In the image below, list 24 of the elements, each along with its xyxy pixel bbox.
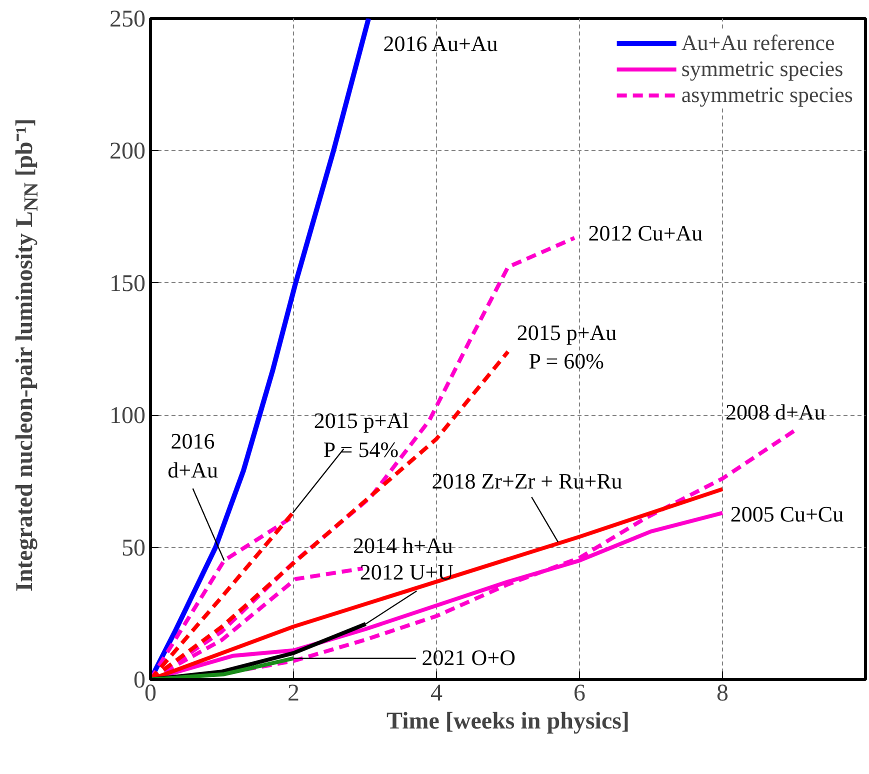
annotation: 2015 p+Al P = 54%	[314, 408, 409, 462]
y-tick-label: 50	[122, 535, 146, 562]
annotation: 2012 Cu+Au	[588, 220, 703, 246]
x-tick-label: 8	[716, 680, 728, 706]
annotation: 2016 Au+Au	[383, 31, 498, 56]
x-axis-title: Time [weeks in physics]	[386, 708, 630, 734]
y-tick-label: 250	[110, 6, 146, 32]
y-tick-label: 100	[110, 403, 146, 430]
legend-label: asymmetric species	[681, 82, 853, 108]
y-tick-label: 200	[110, 138, 146, 165]
annotation: 2008 d+Au	[725, 399, 826, 424]
legend-label: symmetric species	[681, 56, 844, 82]
x-tick-label: 4	[430, 680, 442, 706]
y-tick-label: 150	[110, 270, 146, 297]
annotation: 2014 h+Au	[353, 532, 453, 558]
legend-label: Au+Au reference	[681, 30, 835, 56]
annotation: 2012 U+U	[360, 559, 454, 584]
annotation: 2015 p+Au P = 60%	[516, 320, 617, 374]
annotation: 2005 Cu+Cu	[730, 501, 844, 526]
annotation: 2018 Zr+Zr + Ru+Ru	[432, 468, 622, 494]
annotation: 2016 d+Au	[168, 428, 218, 482]
x-tick-label: 2	[288, 680, 300, 706]
annotation: 2021 O+O	[422, 644, 516, 670]
x-tick-label: 6	[574, 680, 586, 706]
